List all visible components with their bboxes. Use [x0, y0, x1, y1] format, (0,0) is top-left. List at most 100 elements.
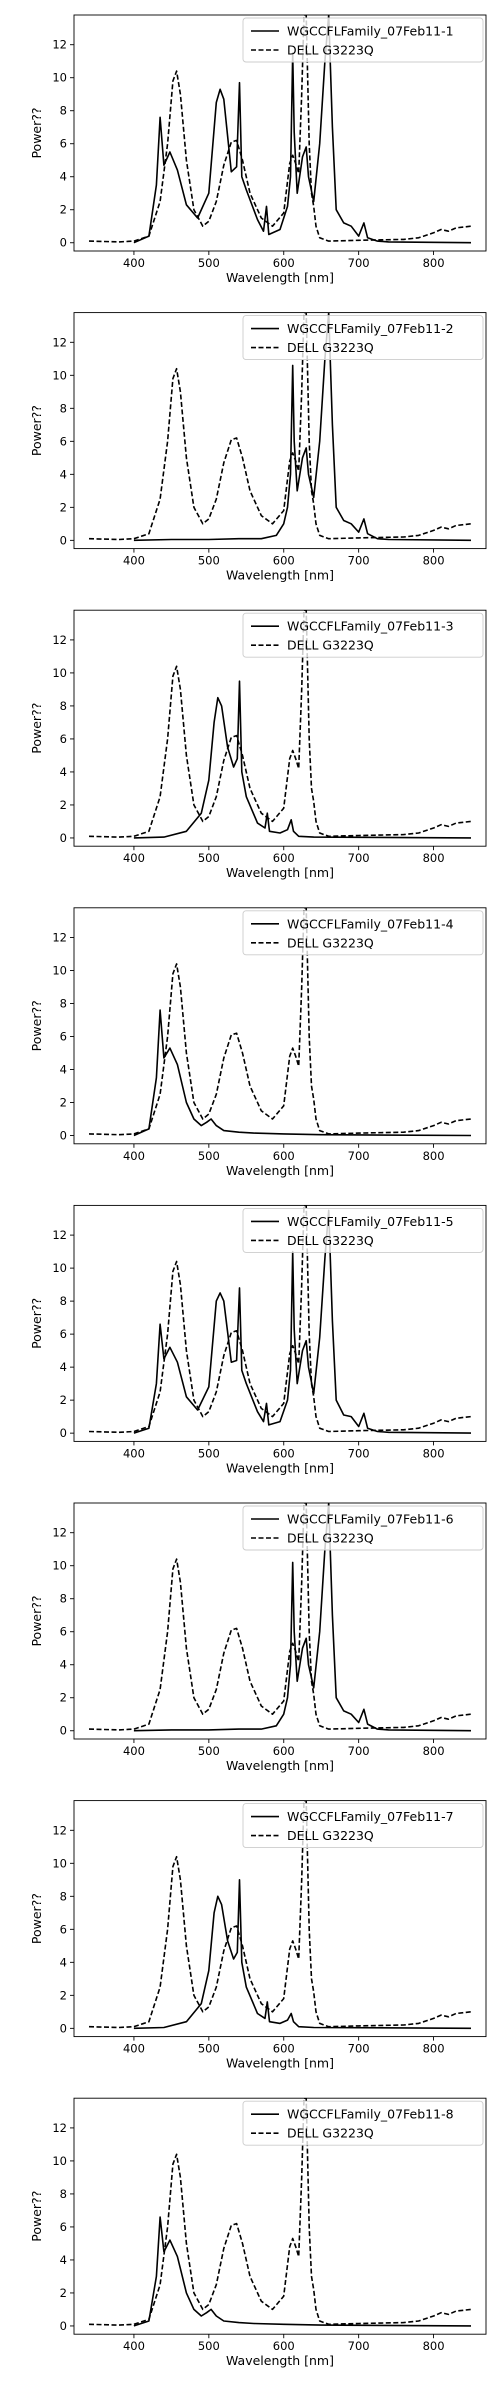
legend-label: DELL G3223Q — [287, 340, 374, 355]
x-tick-label: 400 — [123, 256, 145, 270]
y-tick-label: 10 — [52, 1856, 67, 1870]
x-axis-label: Wavelength [nm] — [226, 2056, 334, 2071]
x-axis-label: Wavelength [nm] — [226, 865, 334, 880]
y-tick-label: 10 — [52, 666, 67, 680]
x-tick-label: 800 — [423, 1149, 445, 1163]
y-tick-label: 8 — [60, 997, 67, 1011]
x-tick-label: 400 — [123, 1446, 145, 1460]
y-tick-label: 0 — [60, 1426, 67, 1440]
x-tick-label: 800 — [423, 256, 445, 270]
x-tick-label: 400 — [123, 2339, 145, 2353]
y-tick-label: 8 — [60, 104, 67, 118]
legend: WGCCFLFamily_07Feb11-3 DELL G3223Q — [242, 612, 484, 658]
x-tick-label: 600 — [273, 1744, 295, 1758]
y-tick-label: 2 — [60, 798, 67, 812]
x-tick-label: 500 — [198, 256, 220, 270]
x-tick-label: 500 — [198, 851, 220, 865]
y-tick-label: 0 — [60, 2319, 67, 2333]
x-tick-label: 600 — [273, 1446, 295, 1460]
x-tick-label: 700 — [348, 554, 370, 568]
legend-box — [242, 1505, 484, 1551]
x-tick-label: 600 — [273, 851, 295, 865]
y-tick-label: 0 — [60, 2021, 67, 2035]
y-tick-label: 8 — [60, 699, 67, 713]
x-tick-label: 700 — [348, 2042, 370, 2056]
y-tick-label: 2 — [60, 1393, 67, 1407]
subplot-4: 400 500 600 700 800 0 2 4 6 8 10 12 Wavelength [nm] P… — [29, 907, 487, 1178]
y-tick-label: 12 — [52, 2121, 67, 2135]
legend-box — [242, 315, 484, 361]
series-line-lamp — [133, 1503, 472, 1732]
plot-frame — [73, 609, 487, 847]
y-tick-label: 12 — [52, 335, 67, 349]
y-tick-label: 6 — [60, 1922, 67, 1936]
series-line-monitor — [88, 1503, 472, 1731]
y-axis-label: Power?? — [29, 1000, 44, 1051]
plot-frame — [73, 1800, 487, 2038]
y-tick-label: 2 — [60, 203, 67, 217]
x-tick-label: 700 — [348, 1744, 370, 1758]
legend-label: WGCCFLFamily_07Feb11-3 — [287, 619, 454, 634]
y-tick-label: 6 — [60, 1030, 67, 1044]
y-tick-label: 10 — [52, 2154, 67, 2168]
y-tick-label: 10 — [52, 1261, 67, 1275]
y-tick-label: 4 — [60, 2253, 67, 2267]
legend: WGCCFLFamily_07Feb11-4 DELL G3223Q — [242, 910, 484, 956]
x-axis-label: Wavelength [nm] — [226, 270, 334, 285]
legend-label: DELL G3223Q — [287, 1828, 374, 1843]
series-line-lamp — [133, 1879, 472, 2030]
series-line-monitor — [88, 610, 472, 838]
y-tick-label: 12 — [52, 1228, 67, 1242]
y-axis-label: Power?? — [29, 405, 44, 456]
x-tick-label: 700 — [348, 2339, 370, 2353]
series-line-lamp — [133, 680, 472, 839]
y-axis-label: Power?? — [29, 703, 44, 754]
x-tick-label: 400 — [123, 554, 145, 568]
x-tick-label: 600 — [273, 2042, 295, 2056]
legend: WGCCFLFamily_07Feb11-1 DELL G3223Q — [242, 17, 484, 63]
y-tick-label: 10 — [52, 368, 67, 382]
legend: WGCCFLFamily_07Feb11-2 DELL G3223Q — [242, 315, 484, 361]
x-tick-label: 700 — [348, 1149, 370, 1163]
y-tick-label: 10 — [52, 1559, 67, 1573]
y-axis-label: Power?? — [29, 2191, 44, 2242]
subplot-3: 400 500 600 700 800 0 2 4 6 8 10 12 Wavelength [nm] P… — [29, 609, 487, 880]
legend-label: DELL G3223Q — [287, 43, 374, 58]
x-tick-label: 400 — [123, 1744, 145, 1758]
x-axis-label: Wavelength [nm] — [226, 1758, 334, 1773]
legend-label: DELL G3223Q — [287, 935, 374, 950]
legend-label: WGCCFLFamily_07Feb11-6 — [287, 1512, 454, 1527]
y-tick-label: 4 — [60, 1658, 67, 1672]
y-tick-label: 4 — [60, 467, 67, 481]
y-tick-label: 8 — [60, 1889, 67, 1903]
legend-box — [242, 17, 484, 63]
x-tick-label: 800 — [423, 2042, 445, 2056]
legend-label: DELL G3223Q — [287, 1233, 374, 1248]
plot-frame — [73, 907, 487, 1145]
x-tick-label: 800 — [423, 1446, 445, 1460]
legend-label: WGCCFLFamily_07Feb11-2 — [287, 321, 454, 336]
x-tick-label: 600 — [273, 2339, 295, 2353]
plot-frame — [73, 1204, 487, 1442]
subplot-7: 400 500 600 700 800 0 2 4 6 8 10 12 Wavelength [nm] P… — [29, 1800, 487, 2071]
x-tick-label: 500 — [198, 1446, 220, 1460]
series-line-lamp — [133, 312, 472, 542]
y-tick-label: 10 — [52, 71, 67, 85]
x-axis-label: Wavelength [nm] — [226, 1163, 334, 1178]
series-line-monitor — [88, 15, 472, 243]
y-tick-label: 4 — [60, 170, 67, 184]
y-axis-label: Power?? — [29, 1595, 44, 1646]
legend: WGCCFLFamily_07Feb11-8 DELL G3223Q — [242, 2100, 484, 2146]
x-tick-label: 800 — [423, 2339, 445, 2353]
plot-frame — [73, 14, 487, 252]
y-tick-label: 6 — [60, 1625, 67, 1639]
legend-label: DELL G3223Q — [287, 1531, 374, 1546]
legend-box — [242, 910, 484, 956]
legend: WGCCFLFamily_07Feb11-7 DELL G3223Q — [242, 1803, 484, 1849]
legend-box — [242, 1207, 484, 1253]
series-line-monitor — [88, 907, 472, 1136]
y-tick-label: 0 — [60, 1724, 67, 1738]
x-tick-label: 400 — [123, 2042, 145, 2056]
y-tick-label: 6 — [60, 1327, 67, 1341]
